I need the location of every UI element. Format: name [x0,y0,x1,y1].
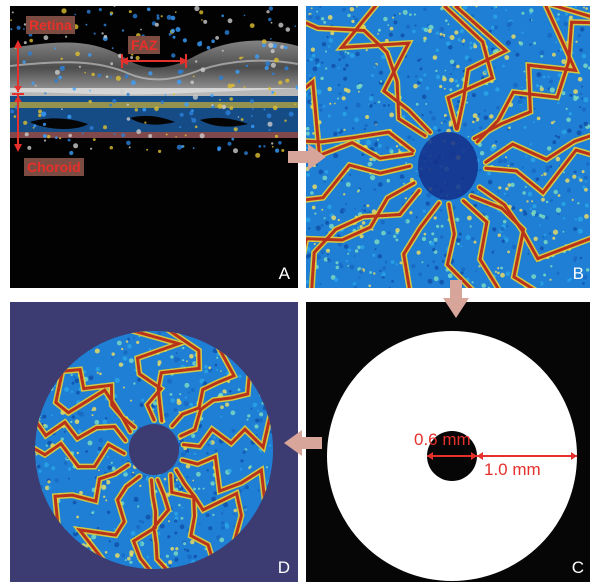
panel-c-annulus-mask: 0.6 mm 1.0 mm C [306,302,590,582]
vessel-path [174,468,243,549]
arrow-down-b-to-c [443,280,469,318]
vessel-path [182,407,274,451]
vessel-path [461,199,500,288]
vessel-path [131,478,158,569]
vessel-path [445,202,473,288]
vessel-path [484,148,590,195]
vessel-path [35,416,127,443]
vessel-path [169,473,215,562]
vessel-path [170,339,237,428]
panel-b-octa-map: B [306,6,590,288]
octa-flow-map [306,6,590,288]
choroid-label: Choroid [24,158,84,176]
vessel-path [180,454,267,509]
arrow-left-c-to-d [284,430,322,456]
panel-a-letter: A [278,264,290,283]
vessel-path [338,6,432,134]
ring-width-label: 1.0 mm [484,460,541,479]
vessel-path [454,6,509,131]
vessel-path [478,185,590,261]
panel-c-letter: C [571,558,584,577]
vessel-path [35,441,126,469]
vessel-path [475,20,590,144]
vessel-path [306,163,412,202]
panel-d-letter: D [277,558,290,577]
vessel-path [179,368,252,438]
panel-b-letter: B [572,264,584,283]
vessel-path [156,331,201,423]
vessel-path [469,194,535,288]
faz-label: FAZ [128,36,161,54]
panel-d-masked-octa: D [10,302,298,582]
arrow-right-a-to-b [288,144,326,170]
retina-label: Retina [26,16,75,34]
vessel-path [402,201,441,288]
vessel-path [55,367,136,429]
vessel-path [310,189,421,288]
vessel-path [484,134,590,164]
panel-a-oct-bscan: Retina FAZ Choroid A [10,6,298,288]
masked-octa-annulus [10,302,298,582]
annulus-mask-image [306,302,590,582]
vessel-path [472,6,590,140]
vessel-path [53,463,130,532]
vessel-path [76,474,142,568]
vessel-path [443,6,495,131]
inner-diameter-label: 0.6 mm [414,430,471,449]
vessel-path [306,21,427,138]
vessel-path [306,181,416,249]
vessel-path [123,331,184,422]
vessel-path [306,130,415,153]
